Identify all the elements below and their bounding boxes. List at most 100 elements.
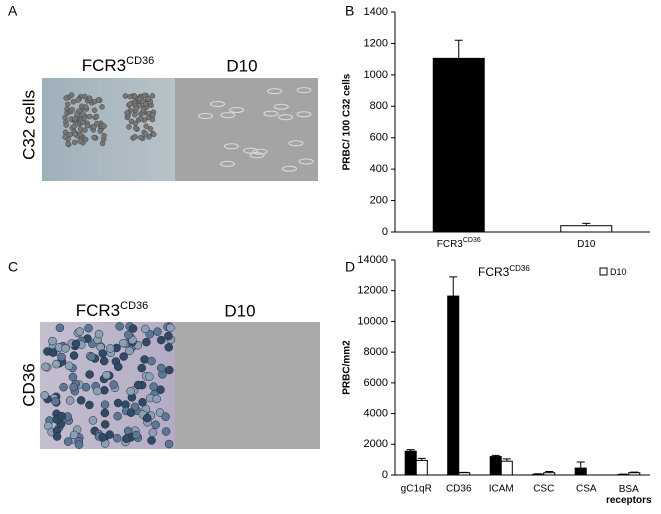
y-tick-label: 6000 — [364, 377, 388, 389]
micrograph — [42, 78, 175, 181]
cell — [141, 325, 149, 333]
cell — [129, 325, 137, 333]
y-tick-label: 0 — [382, 469, 388, 481]
x-tick-label: CSA — [576, 484, 597, 495]
cell — [101, 420, 109, 428]
cell — [73, 132, 78, 137]
cell — [87, 114, 92, 119]
legend-label: D10 — [610, 267, 627, 277]
y-tick-label: 200 — [370, 194, 388, 206]
x-tick-label-sup: CD36 — [463, 237, 481, 244]
cell — [70, 107, 75, 112]
cell — [138, 135, 143, 140]
cell — [66, 396, 74, 404]
y-tick-label: 14000 — [357, 254, 388, 266]
cell — [100, 357, 108, 365]
cell — [110, 381, 118, 389]
x-tick-label: D10 — [577, 239, 596, 250]
x-tick-label: CD36 — [446, 484, 472, 495]
y-tick-label: 10000 — [357, 315, 388, 327]
cell — [78, 132, 83, 137]
cell — [72, 340, 80, 348]
error-bar — [455, 40, 463, 58]
cell — [127, 409, 135, 417]
legend-base: FCR3 — [478, 265, 510, 279]
cell — [83, 104, 88, 109]
title-sup: CD36 — [126, 55, 154, 67]
cell — [128, 102, 133, 107]
cell — [132, 431, 140, 439]
cell — [126, 124, 131, 129]
cell — [166, 324, 174, 332]
y-tick-label: 600 — [370, 132, 388, 144]
cell — [114, 363, 122, 371]
cell — [82, 94, 87, 99]
cell — [49, 349, 57, 357]
cell — [139, 398, 147, 406]
cell — [133, 134, 138, 139]
cell — [132, 112, 137, 117]
bar — [575, 468, 586, 475]
cell — [64, 123, 69, 128]
cell — [80, 120, 85, 125]
cell — [134, 381, 142, 389]
cell — [82, 128, 87, 133]
row-label: C32 cells — [19, 90, 38, 160]
cell — [143, 102, 148, 107]
micrograph — [175, 322, 320, 449]
title-base: FCR3 — [76, 301, 120, 320]
cell — [78, 139, 83, 144]
cell — [125, 347, 133, 355]
cell — [69, 93, 74, 98]
y-axis-label: PRBC/ 100 C32 cells — [342, 73, 353, 170]
y-tick-label: 12000 — [357, 285, 388, 297]
cell — [51, 397, 59, 405]
x-tick-label: ICAM — [489, 484, 514, 495]
bar — [448, 296, 459, 475]
cell — [92, 135, 97, 140]
bar — [533, 474, 544, 475]
cell — [41, 363, 49, 371]
panel-title: FCR3CD36 — [76, 300, 149, 321]
cell — [95, 330, 103, 338]
bar — [544, 473, 555, 475]
cell — [63, 135, 68, 140]
cell — [72, 140, 77, 145]
bar — [629, 473, 640, 475]
cell — [64, 438, 72, 446]
cell — [75, 441, 83, 449]
x-tick-label-base: D10 — [577, 239, 596, 250]
legend-sup: CD36 — [509, 264, 530, 273]
cell — [76, 328, 84, 336]
label-line: BSA — [619, 484, 639, 495]
cell — [153, 328, 161, 336]
cell — [82, 383, 90, 391]
cell — [143, 414, 151, 422]
y-axis-label: PRBC/mm2 — [342, 340, 353, 395]
cell — [91, 124, 96, 129]
cell — [70, 431, 78, 439]
cell — [86, 370, 94, 378]
legend-label: FCR3CD36 — [478, 264, 530, 279]
cell — [69, 373, 77, 381]
cell — [123, 94, 128, 99]
y-tick-label: 400 — [370, 163, 388, 175]
cell — [142, 93, 147, 98]
cell — [77, 396, 85, 404]
cell — [125, 110, 130, 115]
cell — [152, 421, 160, 429]
y-tick-label: 1000 — [364, 69, 388, 81]
cell — [165, 440, 173, 448]
cell — [162, 427, 170, 435]
cell — [151, 132, 156, 137]
cell — [85, 324, 93, 332]
cell — [113, 434, 121, 442]
cell — [164, 332, 172, 340]
cell — [119, 339, 127, 347]
panel-title: FCR3CD36 — [82, 55, 155, 76]
bar — [405, 451, 416, 475]
cell — [58, 353, 66, 361]
cell — [53, 433, 61, 441]
cell — [153, 395, 161, 403]
